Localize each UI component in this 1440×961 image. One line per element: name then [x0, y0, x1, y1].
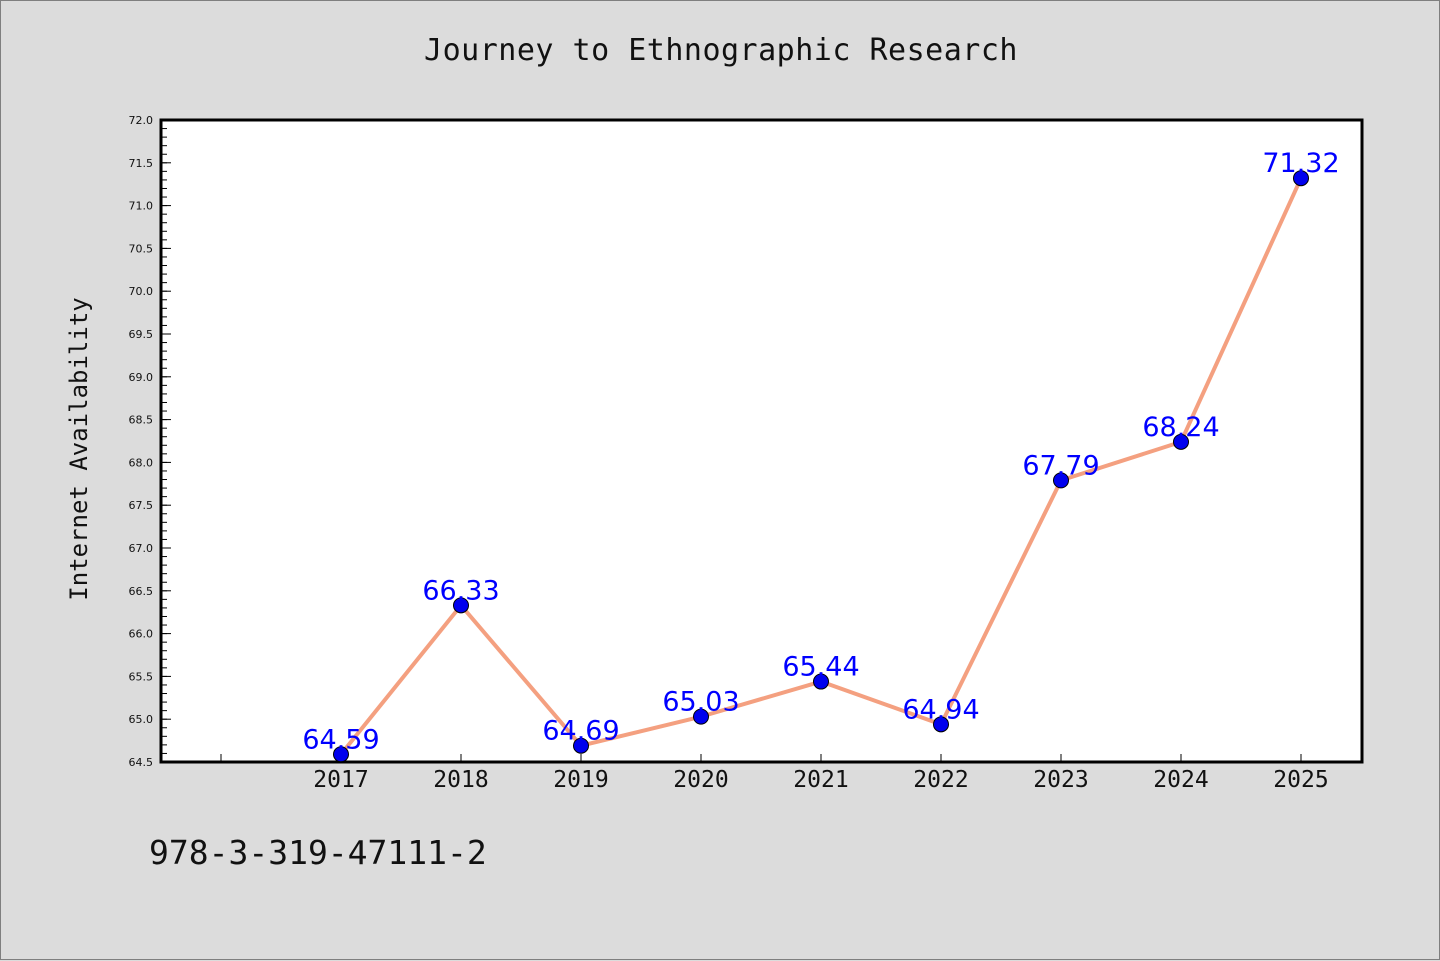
- x-tick-label: 2025: [1273, 767, 1328, 793]
- x-tick-label: 2024: [1153, 767, 1208, 793]
- data-label: 64.69: [542, 716, 619, 747]
- y-axis: 64.5 65.0 65.5 66.0 66.5 67.0 67.5 68.0 68.5 69.0…: [129, 114, 171, 769]
- y-tick-label: 69.0: [129, 371, 154, 384]
- x-tick-label: 2020: [673, 767, 728, 793]
- y-tick-label: 64.5: [129, 756, 154, 769]
- y-tick-label: 66.0: [129, 628, 154, 641]
- x-tick-label: 2018: [433, 767, 488, 793]
- data-point-marker: [333, 746, 349, 763]
- x-tick-label: 2021: [793, 767, 848, 793]
- data-label: 64.59: [302, 724, 379, 755]
- plot-area: [159, 118, 1364, 764]
- y-tick-label: 71.0: [129, 200, 154, 213]
- data-label: 68.24: [1142, 412, 1219, 443]
- series-layer: 64.59 66.33 64.69 65.03 65.44 64.94 67.79 68.24…: [302, 148, 1340, 763]
- y-tick-label: 69.5: [129, 328, 154, 341]
- data-label: 66.33: [422, 575, 499, 606]
- data-point-marker: [453, 597, 469, 614]
- x-tick-label: 2017: [313, 767, 368, 793]
- y-tick-label: 70.0: [129, 285, 154, 298]
- data-point-marker: [573, 737, 589, 754]
- x-axis: 2017 2018 2019 2020 2021 2022 2023 2024 2025: [220, 754, 1329, 793]
- data-label: 65.44: [782, 652, 859, 683]
- y-tick-label: 68.5: [129, 414, 154, 427]
- y-tick-label: 72.0: [129, 114, 154, 127]
- data-label: 71.32: [1262, 148, 1339, 179]
- data-point-marker: [1293, 170, 1309, 187]
- data-point-marker: [1053, 472, 1069, 489]
- y-axis-label: Internet Availability: [65, 297, 93, 600]
- data-point-marker: [1173, 433, 1189, 450]
- y-tick-label: 66.5: [129, 585, 154, 598]
- x-tick-label: 2022: [913, 767, 968, 793]
- y-tick-label: 65.5: [129, 670, 154, 683]
- x-tick-label: 2019: [553, 767, 608, 793]
- y-tick-label: 70.5: [129, 242, 154, 255]
- data-point-marker: [693, 708, 709, 725]
- data-point-marker: [933, 716, 949, 733]
- y-tick-label: 67.0: [129, 542, 154, 555]
- data-label: 67.79: [1022, 450, 1099, 481]
- data-label: 64.94: [902, 694, 979, 725]
- y-tick-label: 71.5: [129, 157, 154, 170]
- y-tick-label: 67.5: [129, 499, 154, 512]
- isbn-text: 978-3-319-47111-2: [149, 833, 487, 872]
- y-tick-label: 65.0: [129, 713, 154, 726]
- chart-title: Journey to Ethnographic Research: [424, 33, 1018, 68]
- data-label: 65.03: [662, 687, 739, 718]
- data-point-marker: [813, 673, 829, 690]
- x-tick-label: 2023: [1033, 767, 1088, 793]
- y-tick-label: 68.0: [129, 456, 154, 469]
